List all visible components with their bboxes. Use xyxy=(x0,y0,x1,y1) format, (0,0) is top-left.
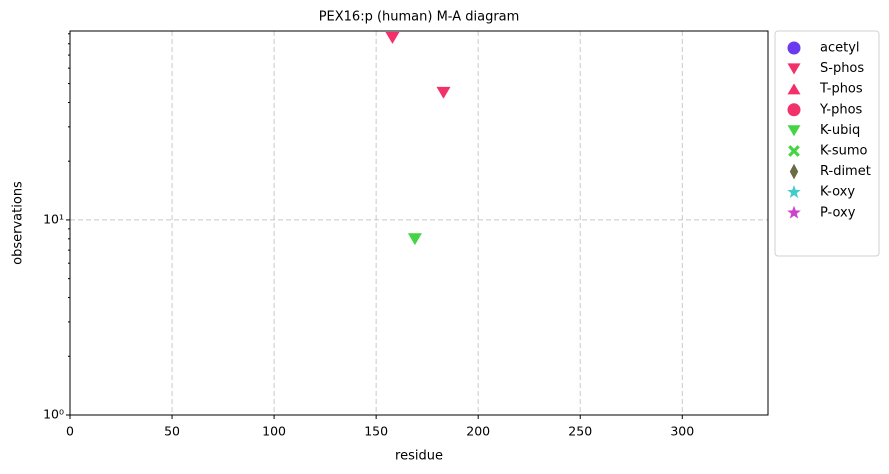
x-axis-label: residue xyxy=(395,449,443,464)
legend-label: acetyl xyxy=(820,41,860,56)
legend-marker xyxy=(787,41,801,55)
point xyxy=(385,32,400,44)
x-tick-label: 100 xyxy=(262,424,286,439)
legend-label: K-oxy xyxy=(820,185,855,200)
point xyxy=(407,233,422,246)
legend-label: T-phos xyxy=(819,82,863,97)
y-tick-label: 10⁰ xyxy=(43,407,64,422)
point xyxy=(436,86,451,99)
x-tick-label: 0 xyxy=(66,424,74,439)
legend-marker xyxy=(787,83,801,95)
legend-marker xyxy=(789,163,799,180)
legend-marker xyxy=(787,103,801,117)
y-axis-label: observations xyxy=(11,181,26,265)
legend-label: S-phos xyxy=(820,61,864,76)
legend-marker xyxy=(787,63,801,75)
legend-box xyxy=(774,30,880,257)
legend-marker xyxy=(787,185,801,198)
x-tick-label: 50 xyxy=(164,424,180,439)
legend-label: R-dimet xyxy=(820,164,871,179)
legend-marker xyxy=(787,125,801,137)
legend-label: K-sumo xyxy=(820,144,868,159)
x-tick-label: 200 xyxy=(466,424,490,439)
legend-marker xyxy=(787,205,801,219)
x-tick-label: 300 xyxy=(670,424,694,439)
legend-marker xyxy=(788,145,800,157)
plot-frame xyxy=(69,30,769,416)
y-tick-label: 10¹ xyxy=(43,211,64,226)
legend-label: P-oxy xyxy=(820,205,856,220)
x-tick-label: 150 xyxy=(364,424,388,439)
chart-title: PEX16:p (human) M-A diagram xyxy=(319,10,520,25)
legend-label: Y-phos xyxy=(819,102,863,117)
legend: acetyl S-phos T-phos Y-phos K-ubiq K-sumo R-di… xyxy=(774,30,880,257)
x-tick-label: 250 xyxy=(568,424,592,439)
legend-label: K-ubiq xyxy=(820,123,860,138)
